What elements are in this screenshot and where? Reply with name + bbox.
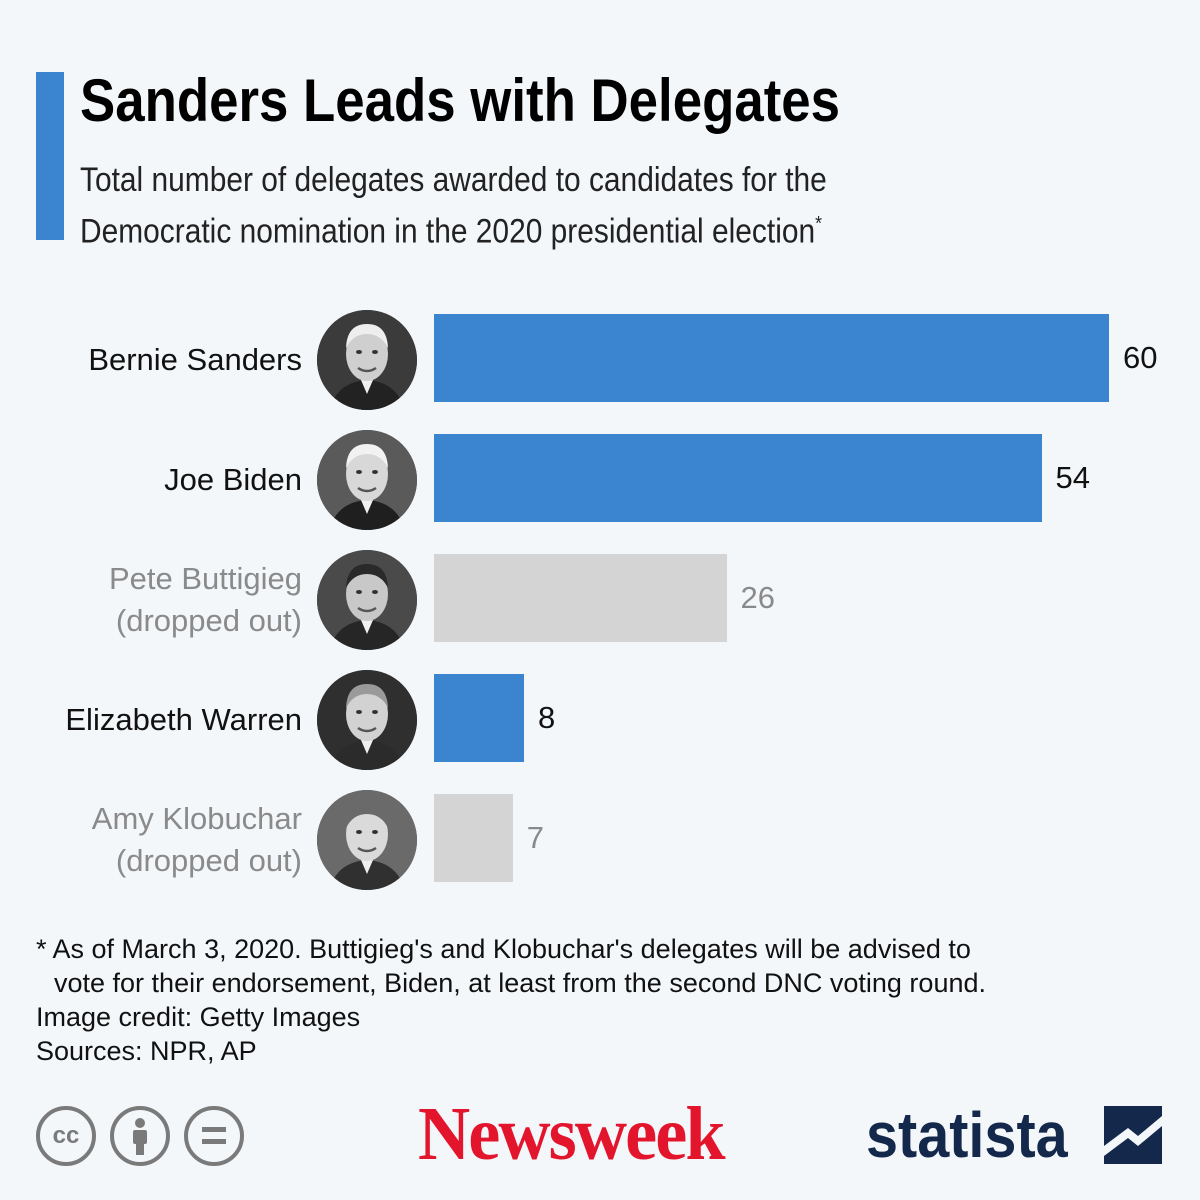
candidate-status-note: (dropped out)	[115, 843, 302, 878]
license-icons: cc	[36, 1106, 244, 1166]
footnote-line-2: vote for their endorsement, Biden, at le…	[54, 968, 986, 998]
bar-chart: Bernie Sanders 60 Joe Biden 54 Pete Buttigie…	[0, 300, 1200, 900]
data-label: 7	[526, 820, 544, 855]
chart-row: Joe Biden 54	[0, 420, 1200, 540]
bar	[434, 554, 727, 642]
person-icon	[133, 1118, 147, 1155]
chart-row: Elizabeth Warren 8	[0, 660, 1200, 780]
subtitle-asterisk: *	[815, 213, 822, 235]
chart-row: Pete Buttigieg (dropped out) 26	[0, 540, 1200, 660]
cc-text: cc	[52, 1122, 80, 1149]
category-label: Amy Klobuchar (dropped out)	[92, 780, 302, 900]
bar	[434, 674, 524, 762]
statista-mark-icon	[1104, 1106, 1162, 1164]
data-label: 26	[740, 580, 775, 615]
footnote-line-1: * As of March 3, 2020. Buttigieg's and K…	[36, 934, 971, 964]
chart-subtitle: Total number of delegates awarded to can…	[80, 158, 960, 253]
subtitle-text: Total number of delegates awarded to can…	[80, 161, 827, 251]
accent-bar	[36, 72, 64, 240]
category-label: Pete Buttigieg (dropped out)	[109, 540, 302, 660]
data-label: 54	[1055, 460, 1090, 495]
candidate-name: Pete Buttigieg	[108, 561, 302, 596]
sources: Sources: NPR, AP	[36, 1036, 257, 1066]
category-label: Bernie Sanders	[88, 300, 302, 420]
category-label: Elizabeth Warren	[65, 660, 302, 780]
cc-icon[interactable]: cc	[36, 1106, 96, 1166]
candidate-photo	[317, 670, 417, 770]
bar	[434, 314, 1109, 402]
candidate-photo	[317, 550, 417, 650]
candidate-name: Bernie Sanders	[88, 342, 302, 377]
data-label: 60	[1123, 340, 1158, 375]
candidate-photo	[317, 790, 417, 890]
bar	[434, 794, 513, 882]
chart-row: Amy Klobuchar (dropped out) 7	[0, 780, 1200, 900]
candidate-photo	[317, 310, 417, 410]
by-icon[interactable]	[110, 1106, 170, 1166]
candidate-status-note: (dropped out)	[115, 603, 302, 638]
candidate-name: Elizabeth Warren	[65, 702, 302, 737]
chart-row: Bernie Sanders 60	[0, 300, 1200, 420]
equals-icon	[202, 1127, 226, 1144]
candidate-name: Joe Biden	[164, 462, 302, 497]
statista-logo[interactable]: statista	[866, 1099, 1068, 1171]
category-label: Joe Biden	[164, 420, 302, 540]
data-label: 8	[538, 700, 556, 735]
newsweek-logo[interactable]: Newsweek	[418, 1092, 726, 1176]
bar	[434, 434, 1042, 522]
image-credit: Image credit: Getty Images	[36, 1002, 361, 1032]
nd-icon[interactable]	[184, 1106, 244, 1166]
candidate-name: Amy Klobuchar	[91, 801, 302, 836]
footnote: * As of March 3, 2020. Buttigieg's and K…	[36, 932, 1166, 1068]
candidate-photo	[317, 430, 417, 530]
chart-title: Sanders Leads with Delegates	[80, 67, 841, 134]
